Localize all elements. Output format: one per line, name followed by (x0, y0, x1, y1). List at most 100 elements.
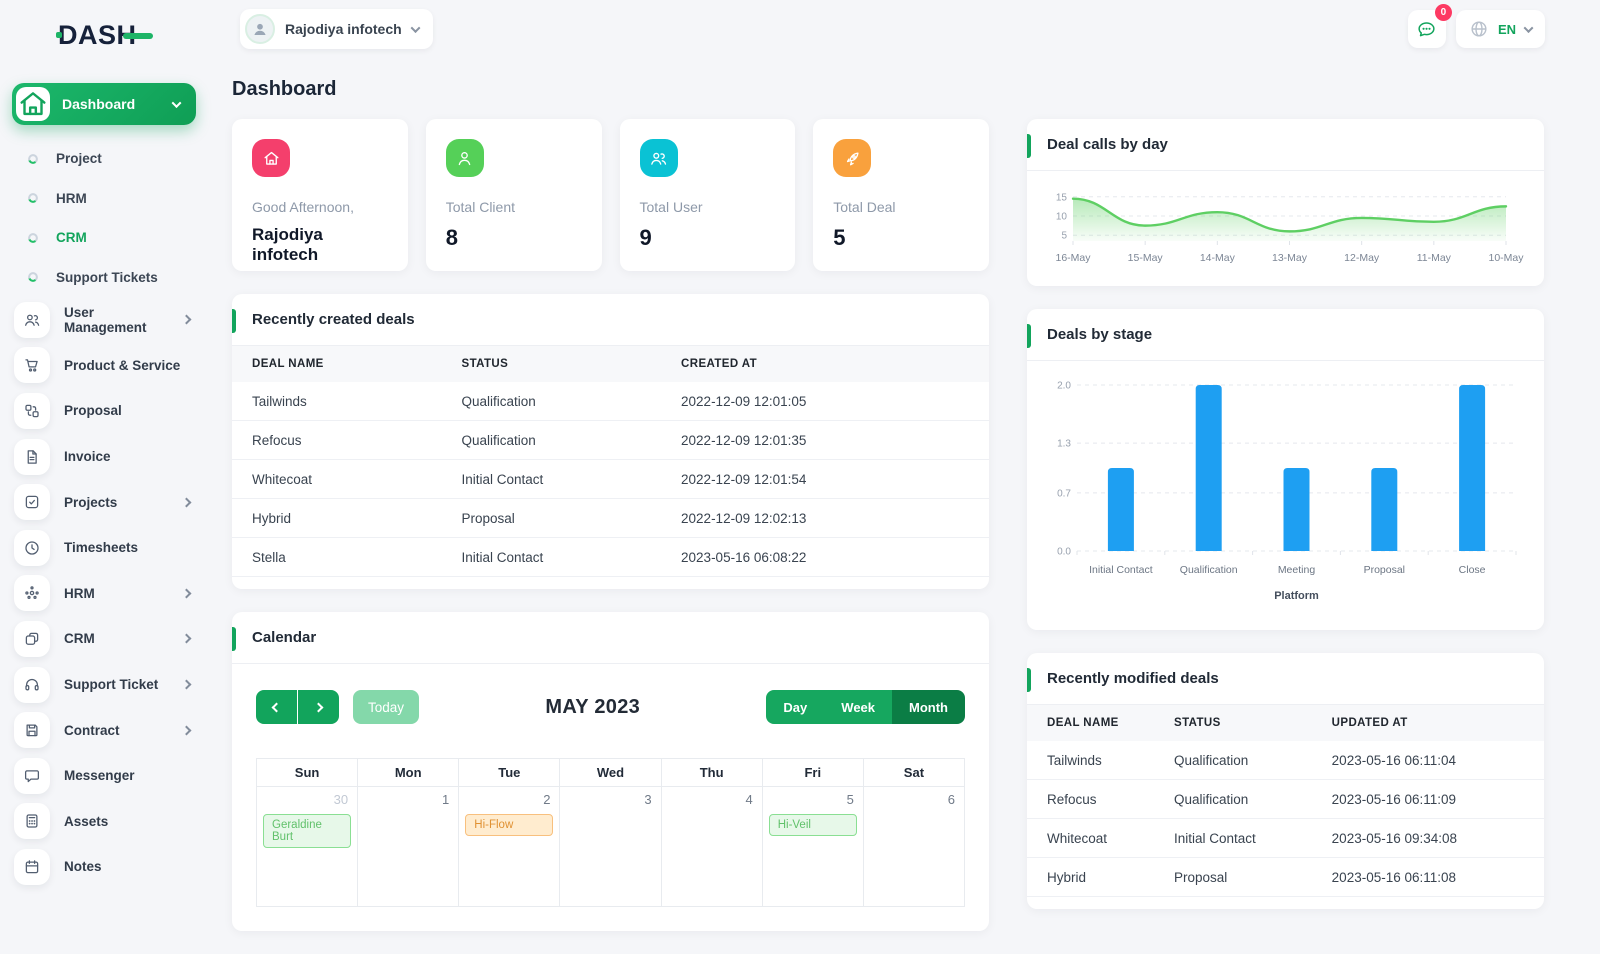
recently-created-deals-card: Recently created deals DEAL NAME STATUS CR… (232, 294, 989, 589)
home-icon (263, 151, 279, 165)
sidebar-item-label: CRM (56, 230, 87, 246)
sidebar-item-hrm[interactable]: HRM (0, 571, 220, 617)
sidebar: DASH Dashboard Project HRM CRM Support Tick… (0, 0, 220, 900)
sidebar-item-assets[interactable]: Assets (0, 799, 220, 845)
table-row: Hybrid Proposal 2022-12-09 12:02:13 (232, 498, 989, 538)
calendar-day-cell[interactable]: 6 (862, 786, 966, 907)
sidebar-item-support-ticket[interactable]: Support Ticket (0, 662, 220, 708)
stat-value: 8 (445, 225, 458, 250)
sidebar-item-label: Assets (64, 813, 109, 829)
clock-icon (25, 541, 39, 555)
stat-card-total-user: Total User 9 (619, 119, 796, 271)
svg-text:10: 10 (1056, 212, 1068, 223)
bullet-icon (28, 153, 38, 164)
sidebar-item-crm[interactable]: CRM (0, 218, 220, 258)
sidebar-item-dashboard[interactable]: Dashboard (12, 83, 196, 125)
table-cell: Proposal (1164, 857, 1322, 897)
card-title: Deals by stage (1047, 326, 1153, 343)
calendar-next-button[interactable] (298, 690, 339, 724)
sidebar-item-crm[interactable]: CRM (0, 616, 220, 662)
chevron-right-icon (181, 497, 192, 508)
stat-value: 9 (639, 225, 652, 250)
sidebar-item-product-service[interactable]: Product & Service (0, 343, 220, 389)
chevron-down-icon (410, 22, 421, 33)
table-cell: Qualification (451, 420, 672, 460)
calendar-day-cell[interactable]: 30 Geraldine Burt (255, 786, 359, 907)
card-title: Calendar (252, 629, 317, 646)
table-cell: Tailwinds (232, 382, 452, 421)
sidebar-item-label: Proposal (64, 403, 122, 419)
chat-bubble-icon (1416, 19, 1437, 40)
language-selector[interactable]: EN (1455, 10, 1545, 48)
sidebar-item-messenger[interactable]: Messenger (0, 753, 220, 799)
projects-icon (25, 495, 39, 509)
users-icon (651, 152, 667, 165)
svg-text:14-May: 14-May (1200, 252, 1236, 264)
proposal-icon (25, 404, 39, 418)
card-title: Recently modified deals (1047, 670, 1219, 687)
svg-text:Qualification: Qualification (1180, 564, 1238, 576)
chevron-right-icon (181, 725, 192, 736)
sidebar-item-contract[interactable]: Contract (0, 707, 220, 753)
sidebar-item-proposal[interactable]: Proposal (0, 388, 220, 434)
table-row: Tailwinds Qualification 2022-12-09 12:01:0… (232, 382, 989, 421)
table-cell: 2022-12-09 12:02:13 (671, 498, 989, 538)
calendar-day-cell[interactable]: 3 (559, 786, 662, 907)
svg-text:0.7: 0.7 (1057, 488, 1071, 499)
sidebar-item-invoice[interactable]: Invoice (0, 434, 220, 480)
stat-card-total-client: Total Client 8 (425, 119, 602, 271)
calendar-grid: Sun Mon Tue Wed Thu Fri Sat 30 Geraldine Burt 1 2 H… (255, 758, 966, 907)
calendar-day-cell[interactable]: 5 Hi-Veil (761, 786, 864, 907)
sidebar-item-project[interactable]: Project (0, 139, 220, 179)
svg-text:Close: Close (1459, 564, 1486, 576)
contract-icon (26, 724, 38, 737)
table-cell: 2023-05-16 06:11:08 (1321, 857, 1544, 897)
calendar-day-header: Mon (357, 758, 460, 787)
stat-label: Good Afternoon, (252, 199, 354, 215)
avatar (245, 14, 275, 44)
chevron-down-icon (1523, 22, 1534, 33)
main-content: Dashboard Good Afternoon, Rajodiya infote… (232, 58, 1600, 954)
calendar-event[interactable]: Geraldine Burt (263, 814, 352, 848)
table-cell: 2023-05-16 06:11:09 (1321, 779, 1544, 819)
sidebar-item-notes[interactable]: Notes (0, 844, 220, 890)
calendar-day-header: Thu (660, 758, 763, 787)
sidebar-item-support-tickets[interactable]: Support Tickets (0, 258, 220, 298)
recently-modified-deals-table: DEAL NAME STATUS UPDATED AT Tailwinds Qualif… (1027, 705, 1544, 897)
sidebar-item-user-management[interactable]: User Management (0, 297, 220, 343)
table-row: Refocus Qualification 2022-12-09 12:01:35 (232, 420, 989, 460)
workspace-selector[interactable]: Rajodiya infotech (240, 9, 433, 49)
svg-text:12-May: 12-May (1344, 252, 1380, 264)
calendar-day-header: Wed (559, 758, 662, 787)
table-cell: 2022-12-09 12:01:05 (671, 382, 989, 421)
calendar-view-switcher: Day Week Month (766, 690, 965, 724)
chevron-right-icon (181, 314, 192, 325)
calendar-prev-button[interactable] (256, 690, 297, 724)
calendar-day-cell[interactable]: 1 (357, 786, 460, 907)
calendar-day-cell[interactable]: 4 (660, 786, 763, 907)
calendar-view-day[interactable]: Day (766, 690, 825, 724)
sidebar-item-label: CRM (64, 631, 95, 647)
sidebar-item-label: Messenger (64, 768, 135, 784)
calendar-today-button[interactable]: Today (353, 690, 420, 724)
calendar-view-month[interactable]: Month (892, 690, 965, 724)
svg-text:1.3: 1.3 (1057, 439, 1071, 450)
table-cell: Initial Contact (451, 459, 672, 499)
sidebar-item-label: Product & Service (64, 357, 181, 373)
sidebar-item-label: HRM (56, 190, 87, 206)
column-header: UPDATED AT (1321, 705, 1544, 741)
messages-button[interactable]: 0 (1407, 4, 1452, 48)
sidebar-item-hrm[interactable]: HRM (0, 179, 220, 219)
svg-text:15-May: 15-May (1128, 252, 1164, 264)
sidebar-item-projects[interactable]: Projects (0, 479, 220, 525)
calendar-event[interactable]: Hi-Flow (465, 814, 554, 836)
sidebar-item-timesheets[interactable]: Timesheets (0, 525, 220, 571)
calendar-view-week[interactable]: Week (824, 690, 893, 724)
crm-icon (25, 632, 39, 645)
calendar-day-cell[interactable]: 2 Hi-Flow (458, 786, 561, 907)
calendar-day-number: 4 (745, 792, 753, 807)
calendar-event[interactable]: Hi-Veil (768, 814, 857, 836)
table-cell: 2022-12-09 12:01:35 (671, 420, 989, 460)
svg-text:5: 5 (1061, 231, 1067, 242)
deals-by-stage-card: Deals by stage 0.0 0.7 1.3 2.0 Initial Conta… (1027, 309, 1544, 630)
